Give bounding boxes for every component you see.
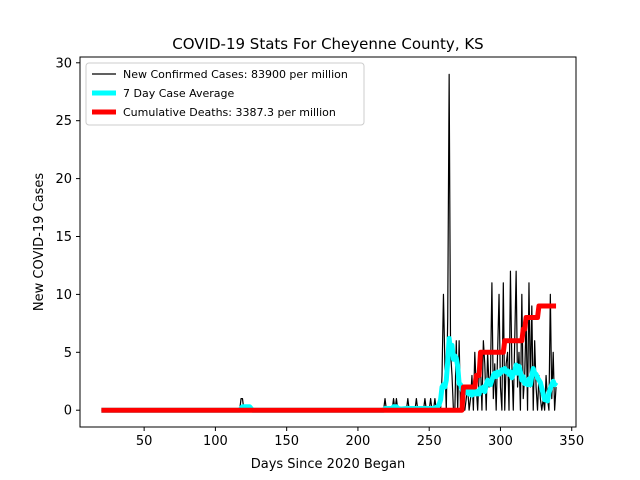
y-axis-label: New COVID-19 Cases: [32, 173, 47, 311]
chart-title: COVID-19 Stats For Cheyenne County, KS: [172, 35, 483, 53]
y-tick-label: 15: [55, 230, 72, 245]
y-tick-label: 30: [55, 56, 72, 71]
legend-label-1: New Confirmed Cases: 83900 per million: [123, 68, 348, 81]
legend: New Confirmed Cases: 83900 per million 7 …: [85, 62, 365, 126]
x-tick-label: 350: [559, 434, 584, 449]
legend-label-2: 7 Day Case Average: [123, 87, 235, 100]
x-tick-label: 150: [274, 434, 299, 449]
y-tick-label: 25: [55, 114, 72, 129]
series-layer: [101, 73, 559, 413]
y-tick-label: 10: [55, 288, 72, 303]
x-tick-label: 50: [136, 434, 153, 449]
plot-area: [79, 56, 577, 428]
y-tick-label: 5: [64, 346, 72, 361]
x-tick-label: 300: [488, 434, 513, 449]
x-tick-label: 100: [203, 434, 228, 449]
y-tick-label: 20: [55, 172, 72, 187]
legend-label-3: Cumulative Deaths: 3387.3 per million: [123, 106, 336, 119]
y-tick-label: 0: [64, 404, 72, 419]
y-axis: 0 5 10 15 20 25 30: [55, 56, 80, 419]
x-tick-label: 250: [417, 434, 442, 449]
plot-frame: [79, 56, 577, 428]
x-axis-label: Days Since 2020 Began: [251, 457, 406, 472]
legend-box: [85, 62, 365, 126]
x-tick-label: 200: [346, 434, 371, 449]
series-line-3: [101, 303, 557, 413]
x-axis: 50 100 150 200 250 300 350: [136, 427, 584, 449]
series-line-1: [101, 73, 557, 411]
